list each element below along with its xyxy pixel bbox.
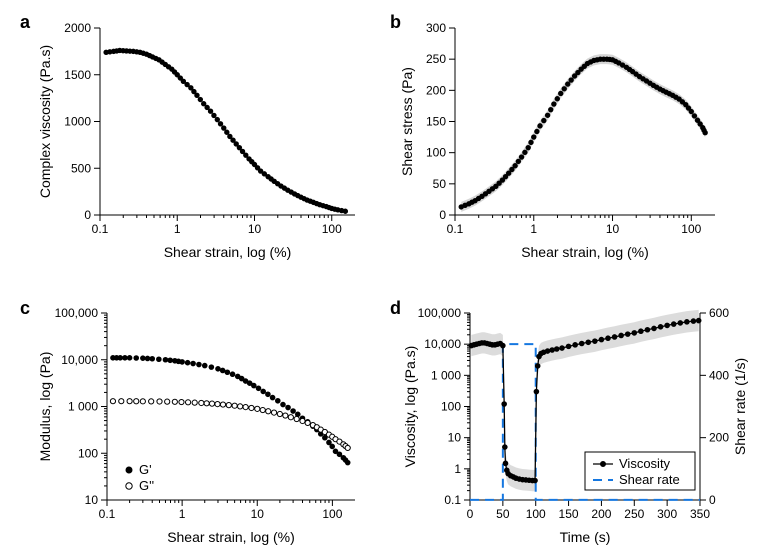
svg-text:0: 0 (84, 208, 91, 222)
svg-text:100: 100 (441, 400, 461, 414)
svg-text:0.1: 0.1 (99, 507, 116, 521)
chart-c: 0.1 1 10 100 10 100 1 000 10,000 100,000 Shear st… (35, 295, 375, 555)
svg-text:100: 100 (322, 222, 342, 236)
svg-text:1: 1 (530, 222, 537, 236)
svg-text:0: 0 (467, 507, 474, 521)
svg-text:Shear strain, log (%): Shear strain, log (%) (521, 244, 649, 260)
svg-text:G': G' (139, 462, 152, 477)
svg-text:Shear stress (Pa): Shear stress (Pa) (400, 67, 415, 176)
svg-text:100: 100 (426, 146, 446, 160)
svg-text:1000: 1000 (64, 115, 91, 129)
svg-text:1: 1 (174, 222, 181, 236)
svg-text:Shear strain, log (%): Shear strain, log (%) (167, 529, 295, 545)
svg-text:Complex viscosity (Pa.s): Complex viscosity (Pa.s) (37, 45, 53, 198)
svg-text:Shear rate (1/s): Shear rate (1/s) (732, 358, 748, 455)
svg-text:150: 150 (426, 115, 446, 129)
svg-text:1: 1 (454, 462, 461, 476)
svg-text:Shear rate: Shear rate (619, 472, 680, 487)
svg-text:Viscosity, log (Pa.s): Viscosity, log (Pa.s) (402, 346, 418, 468)
svg-text:10: 10 (251, 507, 265, 521)
svg-text:500: 500 (71, 161, 91, 175)
svg-text:100: 100 (78, 446, 98, 460)
svg-text:1 000: 1 000 (68, 400, 98, 414)
svg-text:0: 0 (439, 208, 446, 222)
svg-text:600: 600 (709, 306, 729, 320)
svg-text:100: 100 (681, 222, 701, 236)
svg-text:250: 250 (426, 52, 446, 66)
svg-text:200: 200 (591, 507, 611, 521)
svg-text:0.1: 0.1 (92, 222, 109, 236)
svg-text:G'': G'' (139, 478, 154, 493)
svg-text:0.1: 0.1 (447, 222, 464, 236)
svg-text:300: 300 (426, 21, 446, 35)
svg-text:Viscosity: Viscosity (619, 456, 671, 471)
svg-text:350: 350 (690, 507, 710, 521)
chart-a: 0.11101000500100015002000Shear strain, l… (35, 10, 375, 270)
svg-text:Modulus, log (Pa): Modulus, log (Pa) (37, 352, 53, 462)
svg-text:1: 1 (179, 507, 186, 521)
svg-text:10,000: 10,000 (424, 337, 461, 351)
svg-text:400: 400 (709, 368, 729, 382)
svg-text:250: 250 (624, 507, 644, 521)
svg-text:1 000: 1 000 (431, 368, 461, 382)
svg-text:10: 10 (248, 222, 262, 236)
chart-b: 0.1 1 10 100 0 50 100 150 200 250 300 Shear strain,… (400, 10, 740, 270)
svg-text:100,000: 100,000 (55, 306, 99, 320)
svg-text:200: 200 (709, 431, 729, 445)
panel-a-label: a (20, 12, 30, 33)
svg-text:1500: 1500 (64, 68, 91, 82)
svg-text:100: 100 (322, 507, 342, 521)
svg-text:150: 150 (559, 507, 579, 521)
svg-text:50: 50 (433, 177, 447, 191)
panel-c-label: c (20, 298, 30, 319)
svg-text:Time (s): Time (s) (560, 529, 611, 545)
svg-text:2000: 2000 (64, 21, 91, 35)
svg-text:100: 100 (526, 507, 546, 521)
svg-text:200: 200 (426, 83, 446, 97)
svg-text:0: 0 (709, 493, 716, 507)
svg-text:10,000: 10,000 (61, 353, 98, 367)
svg-text:100,000: 100,000 (418, 306, 462, 320)
svg-text:50: 50 (496, 507, 510, 521)
chart-d: 0 50 100 150 200 250 300 350 0.1 1 10 100 1 000 10,00… (400, 295, 755, 555)
svg-text:Shear strain, log (%): Shear strain, log (%) (164, 244, 292, 260)
svg-text:10: 10 (606, 222, 620, 236)
svg-text:10: 10 (85, 493, 99, 507)
svg-text:300: 300 (657, 507, 677, 521)
svg-text:0.1: 0.1 (444, 493, 461, 507)
svg-text:10: 10 (448, 431, 462, 445)
